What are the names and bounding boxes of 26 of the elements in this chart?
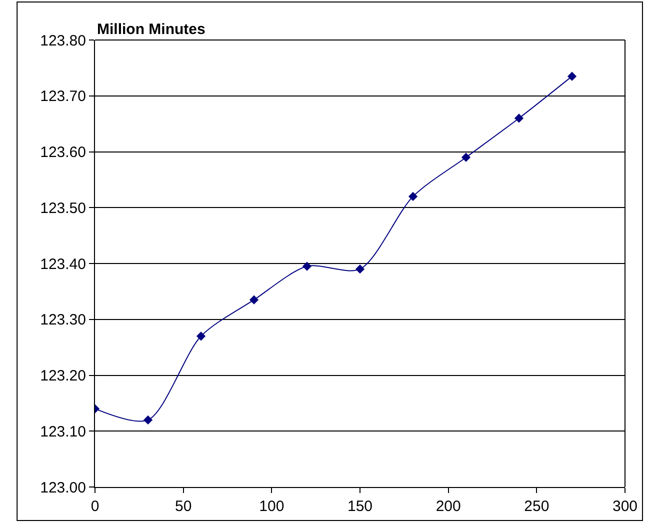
y-tick-label: 123.30 — [40, 312, 86, 329]
x-tick-label: 0 — [90, 498, 100, 515]
point — [143, 415, 153, 424]
y-tick-label: 123.20 — [40, 368, 86, 384]
y-tick-label: 123.50 — [40, 200, 86, 217]
point — [514, 114, 524, 123]
x-tick-label: 200 — [436, 498, 461, 515]
x-tick-label: 300 — [612, 498, 638, 515]
y-axis-title: Million Minutes — [97, 21, 206, 38]
y-tick-label: 123.80 — [40, 32, 86, 50]
y-tick-label: 123.10 — [40, 423, 86, 440]
point — [408, 192, 418, 201]
y-tick-label: 123.60 — [40, 144, 86, 161]
point — [355, 264, 365, 274]
x-tick-label: 250 — [524, 498, 550, 515]
x-tick-label: 150 — [347, 498, 373, 515]
point — [302, 262, 312, 271]
y-tick-label: 123.40 — [40, 256, 86, 273]
y-tick-label: 123.70 — [40, 88, 86, 106]
point — [196, 332, 206, 341]
x-tick-label: 100 — [259, 498, 284, 515]
point — [461, 152, 471, 162]
y-tick-label: 123.00 — [40, 479, 86, 496]
point — [567, 72, 577, 81]
point — [249, 295, 259, 304]
x-tick-label: 50 — [174, 498, 192, 515]
